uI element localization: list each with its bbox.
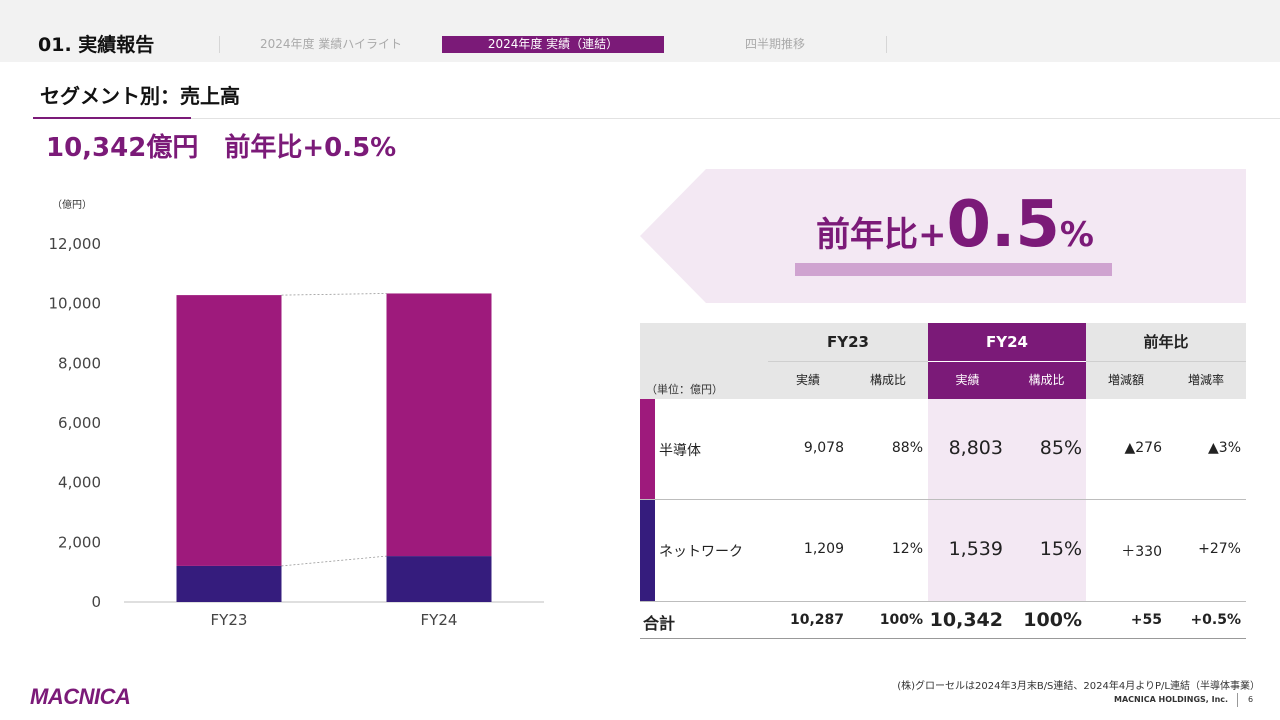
cell-diff: ▲276 [1124,440,1163,456]
bar-FY24-series-1 [386,293,492,557]
total-diff: +55 [1130,612,1162,628]
segment-sales-table: （単位：億円） FY23 FY24 前年比 実績 構成比 実績 構成比 増減額 … [640,323,1246,640]
cell-rate: ▲3% [1208,440,1241,456]
y-tick-label: 4,000 [58,474,101,492]
tab-highlights[interactable]: 2024年度 業績ハイライト [259,37,403,51]
yoy-prefix: 前年比+ [816,215,947,255]
y-tick-label: 12,000 [49,235,102,253]
macnica-logo: MACNICA [30,684,131,709]
total-fy23-actual: 10,287 [789,612,844,628]
cell-fy23-actual: 1,209 [803,541,844,557]
y-tick-label: 0 [91,593,101,611]
header-divider [1086,361,1246,362]
row-label-total: 合計 [643,614,676,633]
bar-FY23-series-1 [176,295,282,566]
total-rate: +0.5% [1190,612,1241,628]
headline-sales: 10,342億円 前年比+0.5% [46,133,397,163]
row-label-network: ネットワーク [659,544,743,560]
y-tick-label: 2,000 [58,533,101,551]
subheader-fy23-ratio: 構成比 [848,362,928,399]
sales-stacked-bar-chart: （億円） 0 2,000 4,000 6,000 8,000 10,000 12,000 FY2… [49,198,544,629]
segment-color-bar-network [640,500,655,601]
cell-diff: ＋330 [1121,544,1162,560]
title-underline [33,117,191,119]
total-fy23-ratio: 100% [879,612,923,628]
header-fy23: FY23 [768,323,928,361]
footer-company-name: MACNICA HOLDINGS, Inc. [1114,695,1229,704]
x-tick-label: FY24 [421,611,458,629]
yoy-suffix: % [1059,215,1094,255]
cell-fy24-ratio: 15% [1039,538,1082,560]
cell-fy24-actual: 1,539 [948,538,1003,560]
subheader-fy24-ratio: 構成比 [1007,362,1086,399]
y-tick-label: 10,000 [49,295,102,313]
title-rule [191,118,1280,119]
y-tick-label: 6,000 [58,414,101,432]
yoy-highlight-bar [795,263,1112,276]
yoy-callout-text: 前年比+0.5% [790,188,1120,262]
nav-separator [219,36,220,53]
cell-fy24-ratio: 85% [1039,437,1082,459]
segment-color-bar-semiconductor [640,399,655,499]
cell-rate: +27% [1198,541,1241,557]
page-number: 6 [1248,695,1254,704]
cell-fy23-actual: 9,078 [803,440,844,456]
yoy-value: 0.5 [946,188,1060,262]
footnote: (株)グローセルは2024年3月末B/S連結、2024年4月よりP/L連結（半導… [897,681,1260,692]
subheader-rate: 増減率 [1166,362,1246,399]
nav-separator [886,36,887,53]
connector-line [281,293,387,296]
y-tick-label: 8,000 [58,354,101,372]
cell-fy23-ratio: 12% [891,541,923,557]
header-fy24: FY24 [928,323,1086,361]
header-yoy: 前年比 [1086,323,1246,361]
tab-consolidated-results[interactable]: 2024年度 実績（連結） [442,36,664,53]
connector-line [281,555,387,567]
subheader-diff: 増減額 [1086,362,1166,399]
section-title: 01. 実績報告 [38,34,155,56]
cell-fy23-ratio: 88% [891,440,923,456]
total-fy24-actual: 10,342 [929,609,1003,631]
subheader-fy24-actual: 実績 [928,362,1007,399]
table-bottom-rule [640,638,1246,639]
x-tick-label: FY23 [211,611,248,629]
subheader-fy23-actual: 実績 [768,362,848,399]
tab-quarterly-trend[interactable]: 四半期推移 [744,37,805,51]
table-unit-label: （単位：億円） [646,383,723,396]
footer-separator [1237,693,1238,707]
header-divider [768,361,928,362]
bar-FY23-series-0 [176,565,282,602]
bar-FY24-series-0 [386,556,492,602]
slide-title: セグメント別：売上高 [40,84,240,108]
table-header-blank [640,323,768,399]
row-divider [640,601,1246,602]
total-fy24-ratio: 100% [1023,609,1082,631]
fy24-highlight-column [928,399,1086,601]
y-axis-unit-label: （億円） [52,198,92,211]
row-divider [640,499,1246,500]
row-label-semiconductor: 半導体 [659,443,701,459]
cell-fy24-actual: 8,803 [948,437,1003,459]
